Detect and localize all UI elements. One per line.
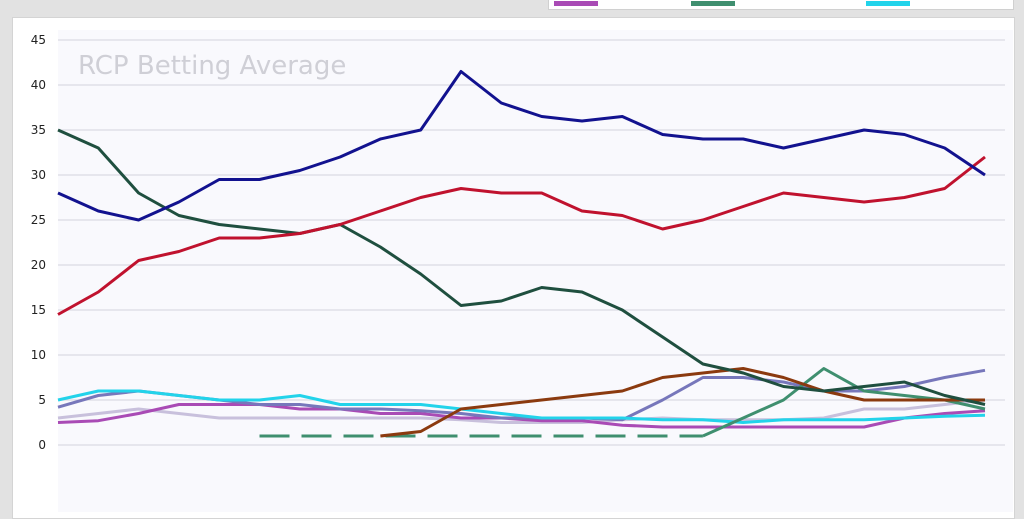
series-line <box>57 389 986 424</box>
series-path <box>57 389 986 424</box>
y-tick-label: 15 <box>31 303 46 317</box>
chart-title: RCP Betting Average <box>78 51 346 81</box>
series-line <box>57 128 986 406</box>
series-path <box>57 70 986 222</box>
y-tick-label: 35 <box>31 123 46 137</box>
series-line <box>57 155 986 316</box>
y-tick-label: 45 <box>31 33 46 47</box>
y-tick-label: 25 <box>31 213 46 227</box>
y-tick-label: 0 <box>38 438 46 452</box>
series-path <box>57 398 986 424</box>
y-tick-label: 20 <box>31 258 46 272</box>
legend-swatch <box>866 1 910 6</box>
plot-area <box>58 30 1013 512</box>
y-tick-label: 30 <box>31 168 46 182</box>
y-tick-label: 40 <box>31 78 46 92</box>
legend-swatch <box>554 1 598 6</box>
series-path <box>380 367 985 438</box>
series-line <box>380 367 985 438</box>
series-line <box>57 70 986 222</box>
legend-swatch <box>691 1 735 6</box>
legend <box>548 0 1014 10</box>
series-path <box>57 155 986 316</box>
y-tick-label: 10 <box>31 348 46 362</box>
series-line <box>57 398 986 424</box>
y-tick-label: 5 <box>38 393 46 407</box>
series-path <box>57 128 986 406</box>
